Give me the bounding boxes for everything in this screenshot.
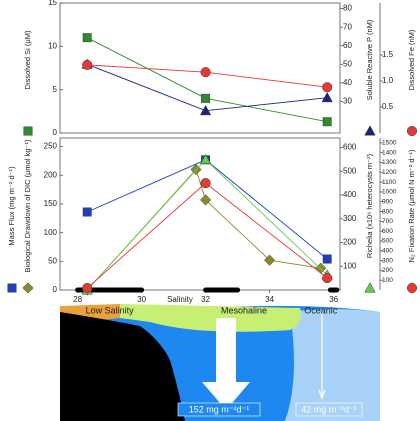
axis-title: Mass Flux (mg m⁻² d⁻¹)	[7, 166, 16, 246]
y3-tick-label: 200	[382, 267, 393, 274]
flux-label: 42 mg m⁻²d⁻¹	[301, 404, 357, 414]
legend-marker	[406, 282, 418, 294]
y-tick-label: 10	[48, 41, 57, 50]
y-tick-label: 200	[44, 170, 58, 179]
data-point	[322, 272, 333, 284]
mesohaline-water	[120, 304, 302, 332]
data-point	[200, 178, 211, 189]
y3-tick-label: 1500	[382, 140, 397, 147]
oceanic-water	[285, 309, 380, 421]
y3-tick-label: 400	[382, 247, 393, 254]
y2-tick-label: 200	[343, 238, 357, 247]
legend-marker	[7, 283, 17, 293]
y2-tick-label: 80	[343, 4, 352, 13]
legend-marker	[364, 282, 376, 293]
data-point	[82, 282, 93, 294]
legend-marker	[364, 125, 376, 136]
y-tick-label: 0	[53, 285, 58, 294]
x-tick-label: 34	[265, 295, 274, 304]
flux-box	[177, 402, 261, 417]
x-axis-title: Salinity	[167, 295, 193, 304]
y3-tick-label: 1200	[382, 169, 397, 176]
data-point	[199, 153, 212, 165]
data-point	[264, 254, 276, 266]
series-line	[87, 159, 328, 260]
data-point	[201, 93, 211, 103]
flux-arrow-large	[202, 318, 250, 410]
x-tick-label: 32	[201, 295, 210, 304]
y3-tick-label: 1.0	[382, 76, 394, 85]
data-point	[321, 91, 333, 103]
region-label: Low Salinity	[86, 305, 135, 315]
y3-tick-label: 800	[382, 208, 393, 215]
y2-tick-label: 600	[343, 143, 357, 152]
y2-tick-label: 40	[343, 78, 352, 87]
y-tick-label: 50	[48, 256, 57, 265]
data-point	[322, 117, 332, 127]
data-point	[200, 67, 211, 78]
y3-tick-label: 300	[382, 257, 393, 264]
y2-tick-label: 50	[343, 59, 352, 68]
y-tick-label: 250	[44, 142, 58, 151]
y3-tick-label: 1100	[382, 179, 396, 186]
y3-tick-label: 1400	[382, 149, 397, 156]
region-label: Mesohaline	[221, 305, 267, 315]
legend-marker	[406, 125, 418, 137]
illustration: 152 mg m⁻²d⁻¹ 42 mg m⁻²d⁻¹	[0, 300, 420, 421]
y3-tick-label: 1.5	[382, 50, 394, 59]
flux-arrow-small	[318, 312, 326, 400]
data-point	[322, 82, 333, 93]
data-point	[82, 207, 92, 217]
continental-shelf	[60, 312, 185, 421]
y-tick-label: 15	[48, 0, 57, 7]
data-point	[199, 104, 212, 116]
y3-tick-label: 100	[382, 277, 393, 284]
y2-tick-label: 60	[343, 41, 352, 50]
y3-tick-label: 0.5	[382, 102, 394, 111]
axis-title: Richelia (x10⁶ heterocysts m⁻²)	[365, 153, 374, 258]
data-point	[82, 59, 93, 70]
data-point	[200, 194, 212, 206]
y2-tick-label: 100	[343, 261, 357, 270]
x-tick-label: 28	[73, 295, 82, 304]
y2-tick-label: 500	[343, 166, 357, 175]
y3-tick-label: 600	[382, 228, 393, 235]
y3-tick-label: 700	[382, 218, 393, 225]
data-point	[322, 254, 332, 264]
y3-tick-label: 900	[382, 198, 393, 205]
y2-tick-label: 300	[343, 214, 357, 223]
y-tick-label: 150	[44, 199, 58, 208]
region-label: Oceanic	[304, 305, 338, 315]
y2-tick-label: 400	[343, 190, 357, 199]
y3-tick-label: 500	[382, 238, 393, 245]
y-tick-label: 5	[53, 85, 58, 94]
y3-tick-label: 1000	[382, 189, 397, 196]
flux-box	[295, 402, 363, 417]
legend-marker	[23, 126, 33, 136]
y-tick-label: 0	[53, 128, 58, 137]
x-tick-label: 36	[329, 295, 338, 304]
axis-title: Soluble Reactive P (nM)	[365, 19, 374, 100]
plot-frame	[59, 2, 341, 134]
axis-title: Biological Drawdown of DIC (μmol kg⁻¹)	[23, 139, 32, 272]
data-point	[82, 33, 92, 43]
axis-title: Dissolved Si (μM)	[23, 30, 32, 89]
flux-label: 152 mg m⁻²d⁻¹	[189, 404, 250, 414]
axis-title: Dissolved Fe (nM)	[407, 29, 416, 90]
y2-tick-label: 30	[343, 97, 352, 106]
y3-tick-label: 1300	[382, 159, 397, 166]
plot-frame	[59, 137, 341, 291]
x-tick-label: 30	[137, 295, 146, 304]
axis-title: N₂ Fixation Rate (μmol N m⁻² d⁻¹)	[407, 149, 416, 263]
y-tick-label: 100	[44, 228, 58, 237]
legend-marker	[22, 282, 34, 294]
y2-tick-label: 70	[343, 22, 352, 31]
